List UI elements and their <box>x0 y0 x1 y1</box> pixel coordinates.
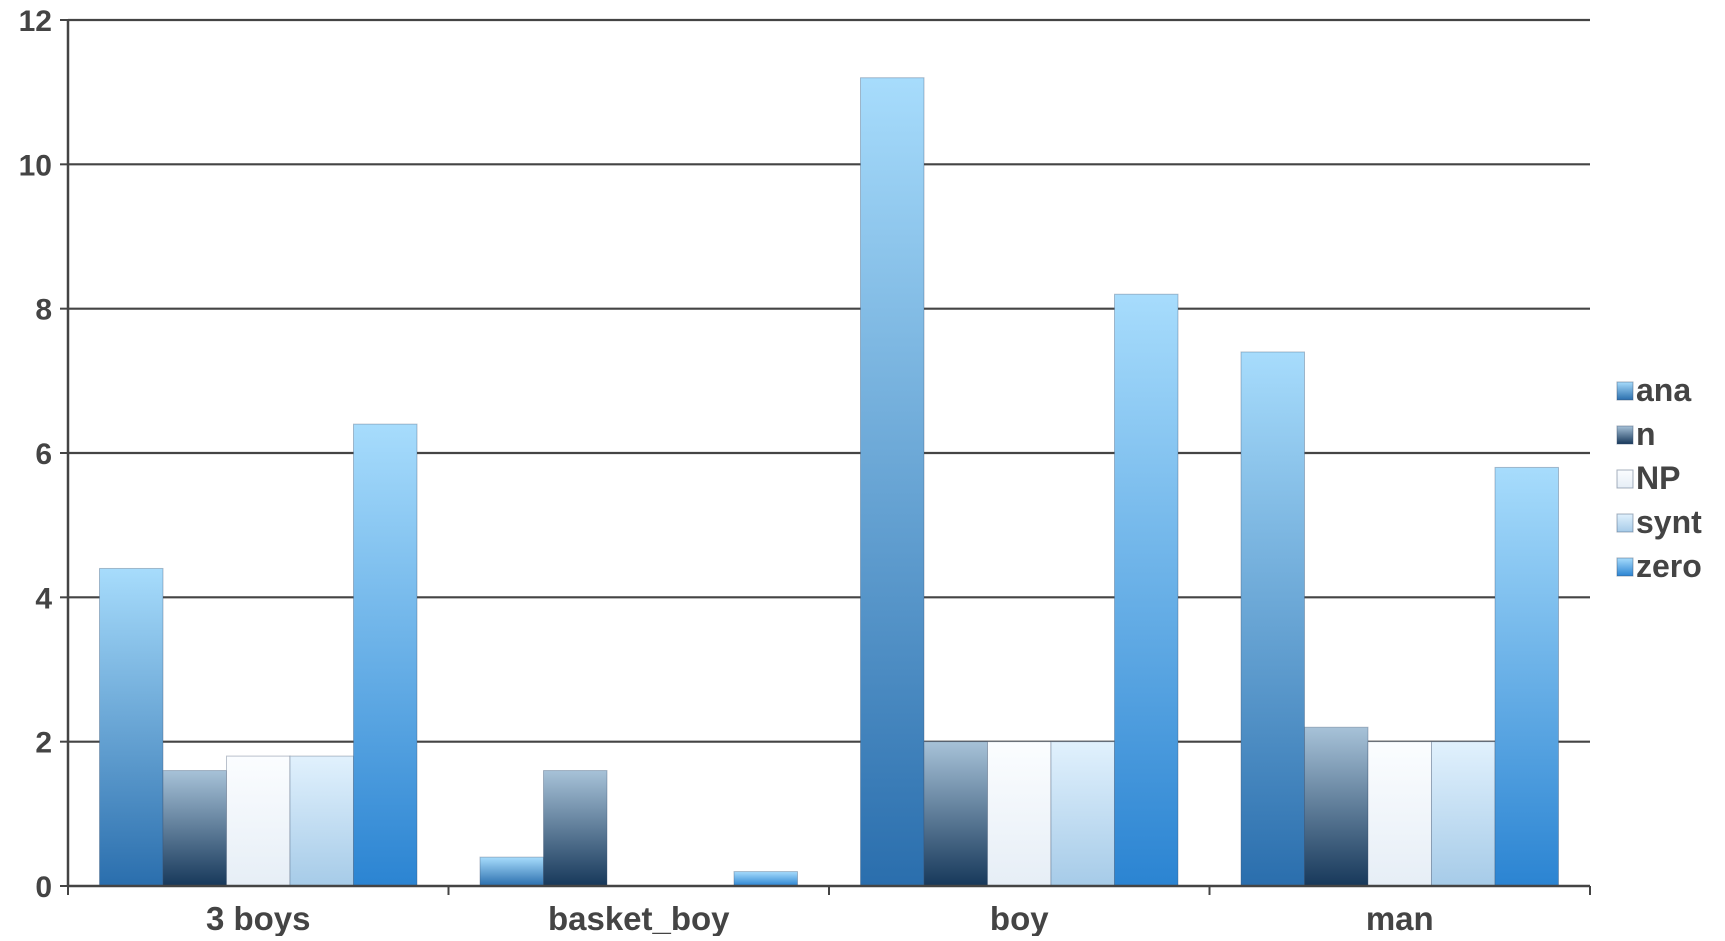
bar-n-man <box>1304 726 1369 887</box>
bar-synt-3-boys <box>289 755 354 887</box>
legend-label-ana: ana <box>1636 372 1691 408</box>
bar-NP-3-boys <box>226 755 291 887</box>
bar-ana-man <box>1240 351 1305 887</box>
bar-ana-3-boys <box>99 567 164 887</box>
legend-swatch-NP <box>1616 469 1634 489</box>
y-tick-label: 4 <box>35 582 52 615</box>
x-tick-label: 3 boys <box>206 900 311 936</box>
x-tick-label: basket_boy <box>548 900 730 936</box>
x-tick-label: boy <box>990 900 1049 936</box>
y-tick-label: 12 <box>19 5 52 38</box>
legend-swatch-zero <box>1616 557 1634 577</box>
bar-ana-basket_boy <box>479 856 544 887</box>
y-tick-label: 0 <box>35 871 52 904</box>
bar-synt-man <box>1431 741 1496 887</box>
y-tick-label: 6 <box>35 438 52 471</box>
bar-n-basket_boy <box>543 770 608 887</box>
gridlines <box>68 18 1590 743</box>
legend-swatch-n <box>1616 425 1634 445</box>
legend-label-n: n <box>1636 416 1656 452</box>
legend-label-synt: synt <box>1636 504 1702 540</box>
legend-swatch-synt <box>1616 513 1634 533</box>
bar-zero-basket_boy <box>733 871 798 887</box>
x-tick-label: man <box>1366 900 1434 936</box>
bar-NP-boy <box>987 741 1052 887</box>
bar-zero-boy <box>1114 293 1179 887</box>
bar-n-3-boys <box>162 770 227 887</box>
bar-ana-boy <box>860 77 925 887</box>
legend-swatch-ana <box>1616 381 1634 401</box>
legend-label-NP: NP <box>1636 460 1680 496</box>
bar-synt-boy <box>1050 741 1115 887</box>
y-tick-label: 10 <box>19 149 52 182</box>
legend-label-zero: zero <box>1636 548 1702 584</box>
y-tick-label: 8 <box>35 294 52 327</box>
legend: ana n NP synt zero <box>1616 372 1702 584</box>
y-tick-label: 2 <box>35 727 52 760</box>
bar-NP-man <box>1367 741 1432 887</box>
bars <box>99 77 1559 887</box>
bar-zero-man <box>1494 466 1559 887</box>
bar-n-boy <box>923 741 988 887</box>
axes: 0 2 4 6 8 10 12 3 boys basket_boy boy man <box>19 5 1591 937</box>
bar-zero-3-boys <box>353 423 418 887</box>
